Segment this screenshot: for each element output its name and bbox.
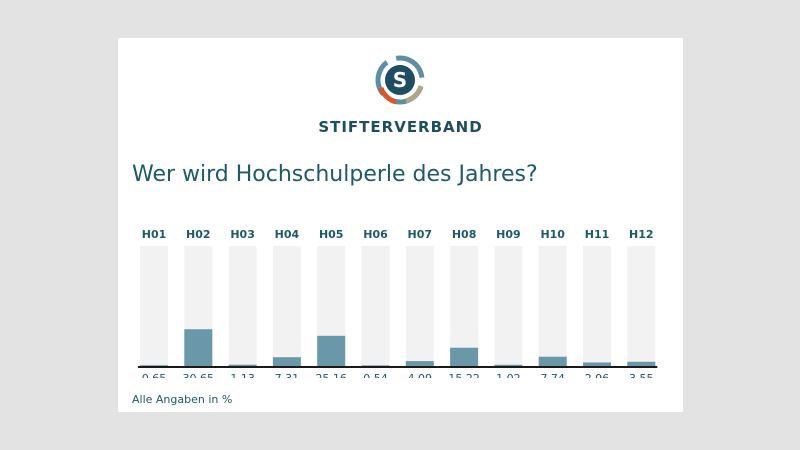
value-label: 4.09 <box>408 372 433 378</box>
value-label: 25.16 <box>315 372 347 378</box>
bar-track <box>272 246 301 366</box>
category-label: H03 <box>230 228 255 241</box>
bar <box>538 356 567 366</box>
bar-track <box>538 246 567 366</box>
value-label: 0.54 <box>363 372 388 378</box>
stifterverband-logo: S <box>375 55 425 105</box>
value-label: 1.02 <box>496 372 521 378</box>
bar-track <box>583 246 611 366</box>
category-label: H08 <box>452 228 477 241</box>
value-label: 1.13 <box>230 372 255 378</box>
bar-track <box>140 246 168 366</box>
bar <box>272 357 301 366</box>
bar-track <box>450 246 479 366</box>
category-label: H09 <box>496 228 521 241</box>
category-label: H06 <box>363 228 388 241</box>
logo: S <box>118 50 683 110</box>
bar-track <box>405 246 434 366</box>
bar-track <box>494 246 523 366</box>
value-label: 30.65 <box>183 372 215 378</box>
logo-letter: S <box>393 68 407 92</box>
chart-card: S STIFTERVERBAND Wer wird Hochschulperle… <box>118 38 683 412</box>
value-label: 3.55 <box>629 372 654 378</box>
logo-core <box>385 65 415 95</box>
category-label: H07 <box>408 228 433 241</box>
category-label: H02 <box>186 228 211 241</box>
chart-title: Wer wird Hochschulperle des Jahres? <box>132 162 538 187</box>
value-label: 0.65 <box>142 372 167 378</box>
category-label: H04 <box>275 228 300 241</box>
logo-arc-orange <box>378 87 397 105</box>
bar-track <box>361 246 390 366</box>
value-label: 7.31 <box>275 372 300 378</box>
category-label: H11 <box>585 228 610 241</box>
bar <box>228 364 257 366</box>
brand-name: STIFTERVERBAND <box>318 118 483 136</box>
bar-chart: H01 0.65 H02 30.65 H03 1.13 H04 7.31 H05 25.16 H06… <box>138 228 658 378</box>
value-label: 2.96 <box>585 372 610 378</box>
category-label: H10 <box>540 228 565 241</box>
category-label: H05 <box>319 228 344 241</box>
logo-arc-tan <box>405 85 424 104</box>
bar <box>627 361 656 366</box>
category-label: H01 <box>142 228 167 241</box>
bar <box>184 329 213 366</box>
category-label: H12 <box>629 228 654 241</box>
value-label: 7.74 <box>540 372 565 378</box>
bar <box>317 335 346 366</box>
value-label: 15.22 <box>448 372 480 378</box>
bar <box>361 365 390 366</box>
bar <box>405 361 434 366</box>
bar <box>583 362 611 366</box>
logo-ring <box>375 55 425 105</box>
bar <box>450 347 479 366</box>
bar-track <box>627 246 656 366</box>
units-note: Alle Angaben in % <box>132 393 233 406</box>
bar <box>494 364 523 366</box>
bar-track <box>228 246 257 366</box>
bar <box>140 365 168 366</box>
